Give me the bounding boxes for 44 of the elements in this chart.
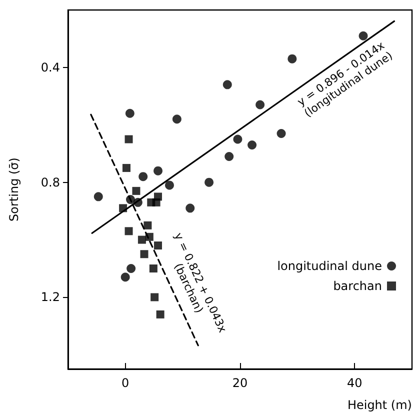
point [94,192,103,202]
point [233,134,242,144]
point [164,180,174,190]
point [119,204,128,212]
point [120,272,130,282]
point [150,293,159,302]
point [186,204,195,213]
y-tick-label: 1.2 [40,290,60,304]
point [126,264,136,273]
x-tick-label: 20 [232,376,248,390]
legend-label: barchan [333,279,382,293]
point [144,221,152,230]
y-tick-label: 0.8 [40,175,60,190]
point [140,250,148,258]
point [124,135,133,144]
point [156,310,164,318]
point [149,264,158,272]
point [224,152,234,161]
point [276,129,286,138]
point [152,198,160,206]
point [124,227,133,236]
point [138,236,146,244]
y-axis-title: Sorting (σ̄) [7,158,21,222]
point [145,232,154,241]
point [222,80,232,90]
point [138,172,148,182]
point [248,140,257,150]
y-tick-label: 0.4 [40,60,60,74]
x-tick-label: 0 [122,376,130,390]
x-tick-label: 40 [347,376,362,390]
point [132,186,140,195]
point [358,31,368,40]
point [204,178,214,187]
point [122,164,130,172]
legend-label: longitudinal dune [277,259,382,273]
point [256,100,265,110]
point [126,195,135,204]
x-axis-title: Height (m) [347,398,412,412]
point [172,114,182,124]
point [133,198,142,207]
point [154,242,162,250]
point [154,166,163,176]
point [288,54,297,64]
point [125,108,134,118]
